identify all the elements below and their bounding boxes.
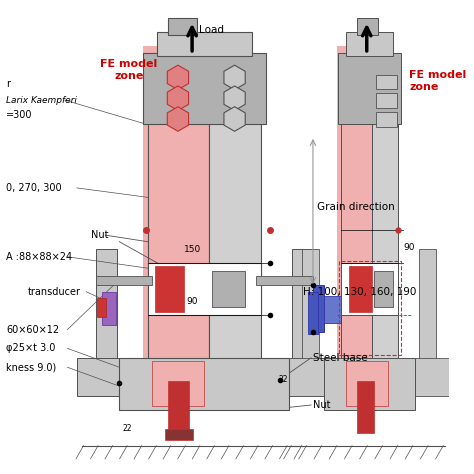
Polygon shape: [224, 86, 245, 110]
Bar: [148, 264, 261, 315]
Bar: [376, 112, 397, 127]
Text: kness 9.0): kness 9.0): [6, 362, 56, 372]
Bar: [373, 89, 398, 401]
Text: transducer: transducer: [28, 287, 81, 297]
Bar: [346, 32, 393, 56]
Bar: [301, 249, 319, 363]
Bar: [168, 382, 189, 433]
Polygon shape: [167, 65, 189, 90]
Bar: [376, 93, 397, 108]
Bar: [168, 18, 197, 35]
Bar: [256, 276, 313, 285]
Bar: [376, 74, 397, 89]
Bar: [374, 271, 393, 307]
Bar: [338, 53, 401, 124]
Bar: [308, 292, 318, 334]
Text: φ25×t 3.0: φ25×t 3.0: [6, 343, 55, 354]
Polygon shape: [224, 65, 245, 90]
Bar: [337, 46, 389, 405]
Text: 22: 22: [122, 424, 132, 433]
Polygon shape: [224, 107, 245, 131]
Bar: [148, 89, 209, 401]
Bar: [346, 361, 389, 406]
Text: Nut: Nut: [313, 400, 330, 410]
Bar: [324, 296, 341, 323]
Text: FE model
zone: FE model zone: [100, 59, 157, 81]
Bar: [153, 361, 204, 406]
Text: 0, 270, 300: 0, 270, 300: [6, 183, 62, 193]
Bar: [286, 358, 343, 396]
Bar: [419, 249, 436, 363]
Bar: [143, 53, 266, 124]
Bar: [405, 358, 462, 396]
Bar: [341, 264, 398, 315]
Bar: [212, 271, 245, 307]
Bar: [324, 358, 415, 410]
Text: r: r: [6, 79, 10, 89]
Bar: [357, 382, 374, 433]
Bar: [97, 298, 106, 317]
Polygon shape: [167, 107, 189, 131]
Bar: [357, 18, 378, 35]
Text: 150: 150: [183, 245, 201, 254]
Bar: [341, 89, 373, 401]
Bar: [102, 292, 116, 325]
Text: =300: =300: [6, 110, 33, 120]
Text: 90: 90: [403, 243, 415, 252]
Bar: [155, 266, 183, 311]
Bar: [119, 358, 289, 410]
Bar: [313, 285, 324, 332]
Text: Grain direction: Grain direction: [317, 202, 394, 212]
Bar: [165, 428, 193, 440]
Bar: [292, 249, 313, 363]
Bar: [96, 249, 117, 363]
Text: 22: 22: [278, 375, 288, 384]
Bar: [273, 358, 344, 396]
Text: Load: Load: [199, 25, 224, 35]
Bar: [339, 261, 401, 355]
Bar: [96, 276, 153, 285]
Bar: [209, 89, 261, 401]
Bar: [143, 46, 214, 405]
Polygon shape: [167, 86, 189, 110]
Text: A :88×88×24: A :88×88×24: [6, 252, 72, 262]
Text: 90: 90: [186, 297, 198, 306]
Text: Nut: Nut: [91, 230, 109, 240]
Bar: [349, 266, 373, 311]
Bar: [157, 32, 252, 56]
Text: 60×60×12: 60×60×12: [6, 325, 59, 335]
Text: Larix Kaempferi: Larix Kaempferi: [6, 96, 77, 105]
Text: Steel base: Steel base: [313, 353, 367, 363]
Text: FE model
zone: FE model zone: [409, 71, 466, 92]
Bar: [77, 358, 148, 396]
Text: H: 100, 130, 160, 190: H: 100, 130, 160, 190: [303, 287, 417, 297]
